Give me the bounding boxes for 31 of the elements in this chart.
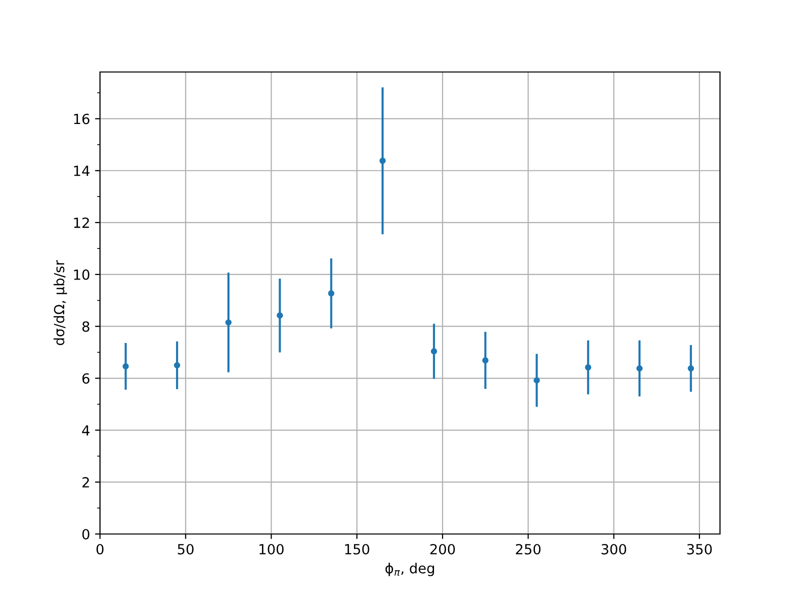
x-axis-title: ϕ$_{π}$, deg	[385, 562, 434, 576]
point	[276, 312, 283, 319]
point	[584, 364, 592, 370]
point	[430, 348, 438, 354]
x-tick-label: 250	[516, 544, 541, 554]
y-tick-label: 14	[74, 166, 90, 176]
x-tick-label: 300	[602, 544, 626, 554]
point	[688, 365, 694, 372]
y-tick-label: 12	[74, 218, 89, 228]
point	[534, 377, 540, 384]
x-tick-label: 0	[96, 544, 104, 554]
y-tick-label: 2	[82, 477, 89, 488]
point	[379, 158, 386, 164]
y-tick-label: 16	[74, 114, 90, 124]
point	[482, 357, 488, 364]
y-tick-label: 0	[82, 528, 90, 540]
y-tick-label: 6	[82, 373, 90, 384]
x-tick-label: 150	[345, 544, 370, 554]
point	[174, 362, 180, 368]
y-tick-label: 8	[82, 321, 90, 332]
point	[636, 365, 643, 372]
point	[122, 363, 129, 370]
point	[328, 290, 334, 297]
x-tick-label: 350	[687, 544, 712, 554]
y-tick-label: 4	[82, 425, 90, 436]
x-tick-label: 100	[260, 544, 284, 554]
x-tick-label: 200	[430, 544, 455, 554]
x-tick-label: 50	[178, 544, 194, 554]
y-tick-label: 10	[74, 269, 90, 280]
y-axis-title: dσ/dΩ, μb/sr	[54, 260, 68, 346]
point	[225, 319, 232, 326]
